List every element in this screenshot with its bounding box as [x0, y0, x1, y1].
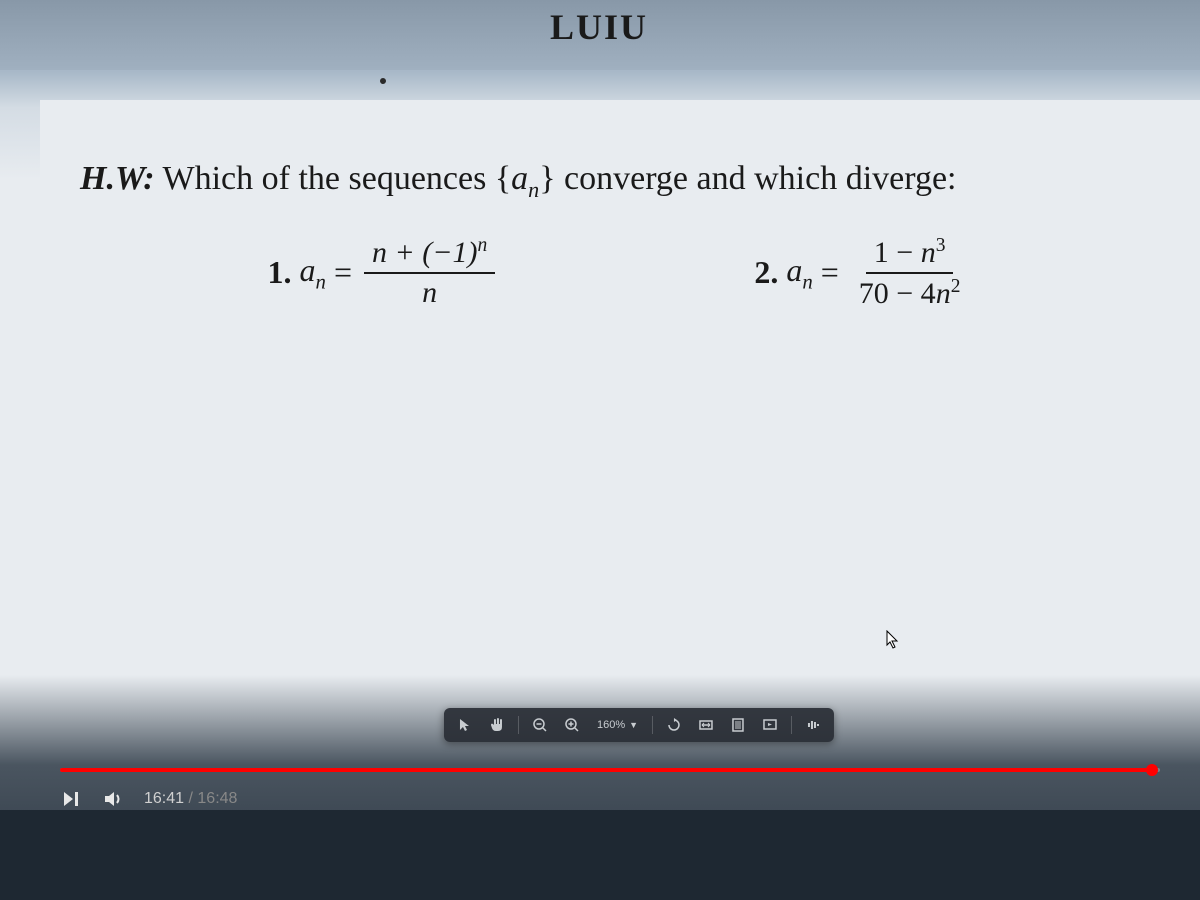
top-fragment-text: LUIU — [550, 6, 648, 48]
video-progress-thumb[interactable] — [1146, 764, 1158, 776]
problem-1: 1. an = n + (−1)n n — [268, 233, 500, 313]
question-part-2: converge and which diverge: — [556, 160, 957, 197]
problems-row: 1. an = n + (−1)n n 2. an = — [80, 233, 1160, 313]
rotate-icon[interactable] — [663, 714, 685, 736]
presentation-icon[interactable] — [759, 714, 781, 736]
problem-1-number: 1. — [268, 254, 292, 291]
top-edge-fragment: LUIU — [0, 0, 1200, 70]
p1-lhs-sub: n — [316, 270, 326, 293]
brace-close: } — [539, 160, 555, 197]
p2-lhs-var: a — [786, 252, 802, 288]
document-page: H.W: Which of the sequences {an} converg… — [40, 100, 1200, 660]
zoom-level-display[interactable]: 160% ▼ — [593, 719, 642, 731]
toolbar-separator — [652, 716, 653, 734]
toolbar-separator — [518, 716, 519, 734]
dark-bottom-area — [0, 810, 1200, 900]
p1-numerator: n + (−1)n — [364, 233, 495, 274]
fit-page-icon[interactable] — [727, 714, 749, 736]
time-total: 16:48 — [197, 790, 237, 807]
zoom-out-icon[interactable] — [529, 714, 551, 736]
brace-open: { — [495, 160, 511, 197]
pdf-toolbar: 160% ▼ — [444, 708, 834, 742]
fit-width-icon[interactable] — [695, 714, 717, 736]
volume-button[interactable] — [102, 788, 124, 810]
hw-label: H.W: — [80, 160, 155, 197]
video-time-display: 16:41 / 16:48 — [144, 790, 237, 808]
question-part-1: Which of the sequences — [155, 160, 495, 197]
video-progress-fill — [60, 768, 1152, 772]
read-aloud-icon[interactable] — [802, 714, 824, 736]
toolbar-separator — [791, 716, 792, 734]
question-text: H.W: Which of the sequences {an} converg… — [80, 160, 1160, 203]
seq-var: a — [511, 160, 528, 197]
zoom-in-icon[interactable] — [561, 714, 583, 736]
p2-fraction: 1 − n3 70 − 4n2 — [851, 233, 969, 313]
pointer-tool-icon[interactable] — [454, 714, 476, 736]
time-current: 16:41 — [144, 790, 184, 807]
p2-equals: = — [821, 254, 839, 291]
problem-2: 2. an = 1 − n3 70 − 4n2 — [754, 233, 972, 313]
screen-area: LUIU H.W: Which of the sequences {an} co… — [0, 0, 1200, 900]
p2-denominator: 70 − 4n2 — [851, 274, 969, 313]
p2-numerator: 1 − n3 — [866, 233, 954, 274]
p1-equals: = — [334, 254, 352, 291]
seq-subscript: n — [528, 177, 539, 202]
hand-tool-icon[interactable] — [486, 714, 508, 736]
chevron-down-icon: ▼ — [629, 720, 638, 730]
video-progress-bar[interactable] — [60, 768, 1160, 772]
zoom-value: 160% — [597, 719, 625, 731]
p1-fraction: n + (−1)n n — [364, 233, 495, 312]
problem-2-number: 2. — [754, 254, 778, 291]
p1-lhs-var: a — [300, 252, 316, 288]
p2-lhs-sub: n — [802, 270, 812, 293]
video-controls: 16:41 / 16:48 — [60, 768, 1160, 810]
p1-denominator: n — [414, 274, 445, 312]
next-button[interactable] — [60, 788, 82, 810]
video-controls-row: 16:41 / 16:48 — [60, 788, 1160, 810]
cursor-icon — [886, 630, 900, 650]
decorative-dot — [380, 78, 386, 84]
